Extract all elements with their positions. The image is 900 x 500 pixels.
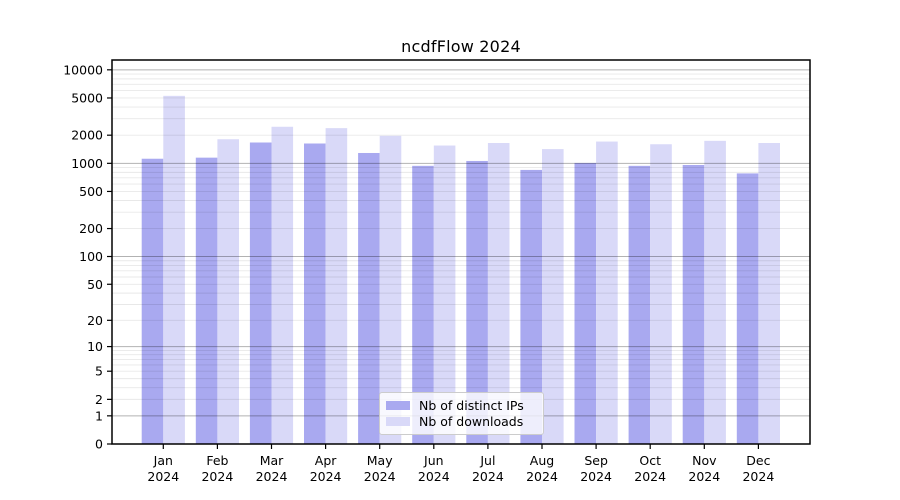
y-tick-label: 10: [87, 339, 103, 354]
x-tick-label-month: Oct: [639, 453, 661, 468]
y-tick-label: 10000: [63, 62, 103, 77]
bar-oct-downloads: [650, 144, 672, 444]
x-tick-label-year: 2024: [634, 469, 666, 484]
x-tick-label-year: 2024: [364, 469, 396, 484]
y-tick-label: 5: [95, 364, 103, 379]
legend-item-distinct-ips: Nb of distinct IPs: [386, 398, 535, 413]
bar-apr-downloads: [325, 128, 348, 445]
bar-apr-distinct-ips: [304, 143, 326, 444]
x-tick-label-year: 2024: [526, 469, 558, 484]
chart-title: ncdfFlow 2024: [401, 37, 521, 56]
y-tick-label: 1: [95, 408, 103, 423]
bar-jan-downloads: [163, 95, 185, 445]
x-tick-label-month: Jul: [479, 453, 495, 468]
x-tick-label-month: May: [367, 453, 393, 468]
x-tick-label-month: Dec: [746, 453, 770, 468]
legend: Nb of distinct IPs Nb of downloads: [379, 392, 544, 435]
bar-mar-distinct-ips: [249, 142, 272, 444]
y-tick-label: 100: [79, 249, 103, 264]
bar-nov-downloads: [704, 140, 726, 444]
y-tick-label: 2: [95, 392, 103, 407]
bar-jul-distinct-ips: [466, 160, 488, 444]
y-tick-label: 500: [79, 184, 103, 199]
x-tick-label-month: Sep: [584, 453, 608, 468]
x-tick-label-year: 2024: [580, 469, 612, 484]
x-tick-label-month: Jan: [153, 453, 173, 468]
legend-swatch-downloads: [386, 417, 410, 427]
x-tick-label-month: Feb: [206, 453, 228, 468]
bar-jun-downloads: [433, 145, 456, 444]
bar-jun-distinct-ips: [412, 165, 434, 445]
bar-sep-distinct-ips: [574, 162, 597, 444]
x-tick-label-year: 2024: [256, 469, 288, 484]
x-tick-label-month: Apr: [315, 453, 337, 468]
bar-may-distinct-ips: [358, 152, 380, 444]
x-tick-label-year: 2024: [742, 469, 774, 484]
bar-sep-downloads: [596, 141, 618, 445]
y-tick-label: 1000: [71, 156, 103, 171]
bar-aug-downloads: [542, 149, 564, 445]
bar-oct-distinct-ips: [628, 165, 651, 445]
y-tick-label: 2000: [71, 128, 103, 143]
y-tick-label: 50: [87, 277, 103, 292]
bar-mar-downloads: [271, 126, 294, 444]
bar-feb-downloads: [217, 139, 239, 444]
x-tick-label-year: 2024: [688, 469, 720, 484]
x-tick-label-month: Jun: [423, 453, 444, 468]
y-tick-label: 0: [95, 437, 103, 452]
y-tick-label: 200: [79, 221, 103, 236]
legend-swatch-distinct-ips: [386, 400, 410, 410]
x-tick-label-year: 2024: [310, 469, 342, 484]
x-tick-label-year: 2024: [472, 469, 504, 484]
legend-item-downloads: Nb of downloads: [386, 414, 535, 429]
bar-nov-distinct-ips: [682, 164, 705, 444]
y-tick-label: 5000: [71, 90, 103, 105]
x-tick-label-year: 2024: [201, 469, 233, 484]
x-tick-label-year: 2024: [147, 469, 179, 484]
legend-label-downloads: Nb of downloads: [419, 414, 524, 430]
bar-aug-distinct-ips: [520, 169, 542, 444]
x-tick-label-month: Mar: [260, 453, 284, 468]
x-tick-label-month: Aug: [530, 453, 554, 468]
bar-may-downloads: [379, 135, 402, 444]
plot-border: [111, 59, 811, 445]
x-tick-label-month: Nov: [692, 453, 717, 468]
bar-jul-downloads: [487, 142, 510, 444]
legend-label-distinct-ips: Nb of distinct IPs: [419, 397, 524, 413]
bar-dec-downloads: [758, 142, 780, 444]
bar-feb-distinct-ips: [195, 157, 218, 444]
y-tick-label: 20: [87, 313, 103, 328]
bar-dec-distinct-ips: [736, 173, 759, 445]
bar-jan-distinct-ips: [141, 158, 164, 444]
x-tick-label-year: 2024: [418, 469, 450, 484]
